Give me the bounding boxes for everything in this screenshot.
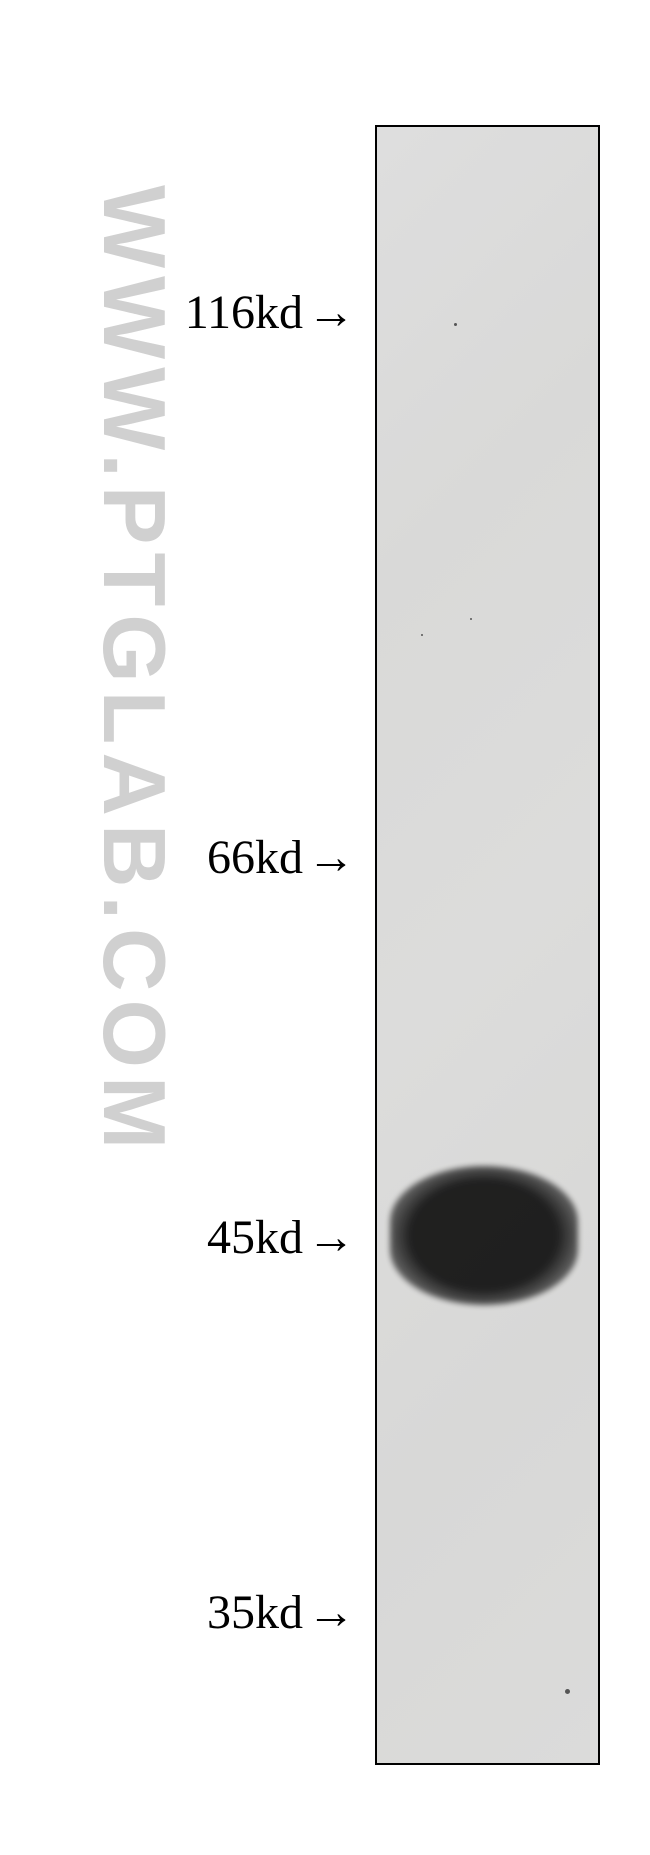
membrane-speck — [565, 1689, 570, 1694]
membrane-speck — [470, 618, 472, 620]
mw-marker-label: 116kd→ — [185, 285, 355, 340]
watermark-label: WWW.PTGLAB.COM — [85, 185, 184, 1157]
mw-marker-text: 116kd — [185, 286, 303, 339]
arrow-right-icon: → — [307, 1210, 355, 1265]
watermark-text: WWW.PTGLAB.COM — [83, 185, 185, 1157]
arrow-right-icon: → — [307, 1585, 355, 1640]
mw-marker-text: 35kd — [207, 1586, 303, 1639]
arrow-right-icon: → — [307, 285, 355, 340]
blot-lane — [375, 125, 600, 1765]
mw-marker-label: 66kd→ — [207, 830, 355, 885]
membrane-speck — [421, 634, 423, 636]
membrane-speck — [454, 323, 457, 326]
arrow-right-icon: → — [307, 830, 355, 885]
blot-membrane — [377, 127, 598, 1763]
mw-marker-label: 45kd→ — [207, 1210, 355, 1265]
mw-marker-label: 35kd→ — [207, 1585, 355, 1640]
mw-marker-text: 66kd — [207, 831, 303, 884]
western-blot-figure: WWW.PTGLAB.COM 116kd→66kd→45kd→35kd→ — [0, 0, 650, 1855]
mw-marker-text: 45kd — [207, 1211, 303, 1264]
protein-band — [390, 1166, 578, 1305]
